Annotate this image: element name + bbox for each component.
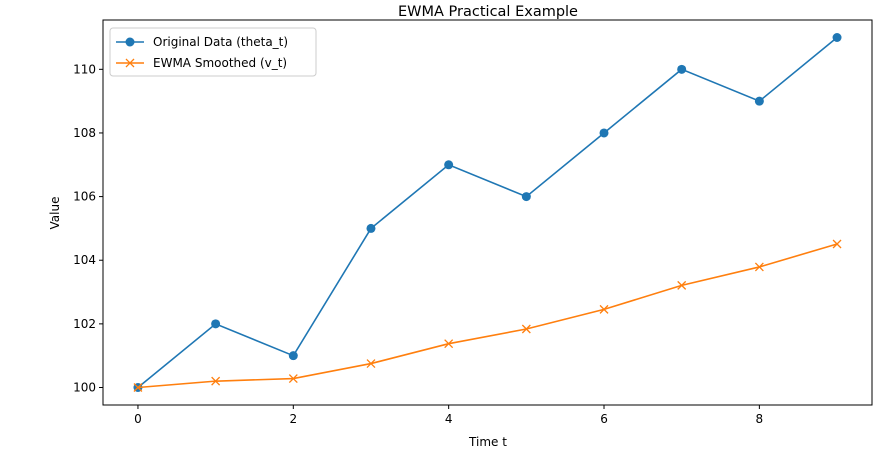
legend-marker-ewma-smoothed-stroke (125, 58, 135, 68)
ewma-smoothed-point (288, 374, 298, 384)
original-data-point (366, 223, 376, 233)
original-data-point (832, 33, 842, 42)
original-data-point (288, 351, 298, 361)
ewma-smoothed-point (832, 239, 842, 249)
ewma-smoothed-point (366, 359, 376, 369)
ewma-smoothed-point-stroke (599, 304, 609, 314)
original-data-point (677, 64, 687, 74)
ewma-smoothed-point (599, 304, 609, 314)
y-tick-label: 106 (73, 190, 96, 204)
original-data-series-line (137, 36, 838, 389)
ewma-smoothed-point-stroke (832, 239, 842, 249)
ewma-smoothed-point-stroke (288, 374, 298, 384)
original-data-point (211, 319, 221, 329)
legend-label-original-data: Original Data (theta_t) (153, 35, 288, 49)
plot-area (133, 33, 842, 392)
ewma-smoothed-point-stroke (444, 339, 454, 349)
x-tick-label: 4 (445, 412, 453, 426)
original-data-point (444, 160, 454, 170)
y-tick-label: 108 (73, 126, 96, 140)
ewma-smoothed-point (444, 339, 454, 349)
original-data-point (754, 96, 764, 106)
y-tick-label: 100 (73, 381, 96, 395)
ewma-smoothed-point (211, 376, 221, 386)
ewma-smoothed-point (754, 262, 764, 272)
ewma-smoothed-point (521, 324, 531, 334)
ewma-smoothed-point (677, 280, 687, 290)
ewma-smoothed-point-stroke (211, 376, 221, 386)
axes: 0 2 4 6 8 100 102 104 106 108 110 (73, 62, 763, 426)
chart-title: EWMA Practical Example (398, 4, 578, 20)
legend-marker-original-data (125, 37, 135, 47)
original-data-point (599, 128, 609, 138)
legend-box (109, 27, 317, 77)
y-tick-label: 110 (73, 62, 96, 76)
y-tick-label: 104 (73, 253, 96, 267)
x-tick-label: 0 (134, 412, 142, 426)
legend-marker-ewma-smoothed (125, 58, 135, 68)
ewma-smoothed-point-stroke (366, 359, 376, 369)
legend: Original Data (theta_t) EWMA Smoothed (v_… (109, 27, 317, 77)
legend-label-ewma-smoothed: EWMA Smoothed (v_t) (153, 56, 287, 70)
ewma-smoothed-series-line (137, 243, 838, 389)
x-axis-label: Time t (468, 435, 507, 449)
ewma-smoothed-point-stroke (133, 383, 143, 392)
y-axis-label: Value (48, 197, 62, 230)
original-data-point (521, 192, 531, 202)
ewma-smoothed-point (133, 383, 143, 392)
ewma-smoothed-point-stroke (521, 324, 531, 334)
ewma-smoothed-point-stroke (677, 280, 687, 290)
ewma-smoothed-point-stroke (754, 262, 764, 272)
plot-frame (102, 19, 873, 406)
x-tick-label: 6 (600, 412, 608, 426)
x-tick-label: 8 (756, 412, 764, 426)
x-tick-label: 2 (289, 412, 297, 426)
y-tick-label: 102 (73, 317, 96, 331)
